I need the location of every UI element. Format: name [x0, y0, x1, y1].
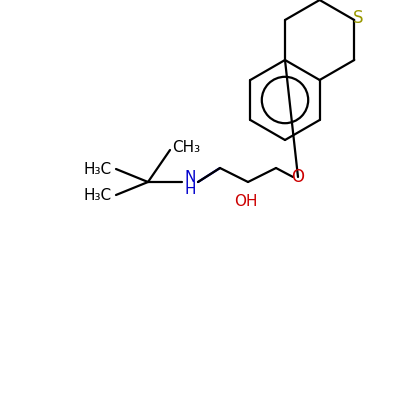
Text: OH: OH: [234, 194, 258, 210]
Text: H₃C: H₃C: [84, 162, 112, 176]
Text: N: N: [184, 170, 196, 184]
Text: O: O: [292, 168, 304, 186]
Text: H₃C: H₃C: [84, 188, 112, 202]
Text: H: H: [184, 182, 196, 198]
Text: CH₃: CH₃: [172, 140, 200, 154]
Text: S: S: [353, 9, 364, 27]
